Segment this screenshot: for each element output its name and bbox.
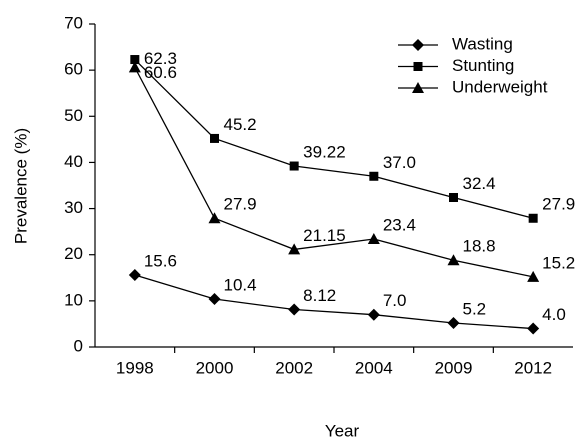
y-tick-label: 40 (64, 152, 83, 171)
data-label: 37.0 (383, 153, 416, 172)
data-label: 27.9 (224, 195, 257, 214)
marker (130, 55, 140, 65)
x-tick-label: 2004 (355, 358, 393, 377)
legend-label: Stunting (452, 56, 514, 75)
marker (528, 213, 538, 223)
marker (447, 317, 460, 330)
data-label: 5.2 (463, 299, 487, 318)
data-label: 7.0 (383, 291, 407, 310)
marker (527, 270, 540, 282)
y-tick-label: 30 (64, 198, 83, 217)
marker (412, 82, 424, 93)
y-tick-label: 60 (64, 60, 83, 79)
series-line (134, 59, 534, 219)
x-tick-label: 2012 (514, 358, 552, 377)
data-label: 4.0 (542, 305, 566, 324)
marker (367, 308, 380, 321)
marker (210, 133, 219, 143)
y-axis-label: Prevalence (%) (11, 128, 30, 244)
y-tick-label: 20 (64, 244, 83, 263)
x-tick-label: 1998 (116, 358, 154, 377)
marker (288, 243, 301, 255)
marker (412, 39, 424, 51)
y-tick-label: 10 (64, 290, 83, 309)
series-line (134, 67, 534, 278)
data-label: 10.4 (224, 275, 257, 294)
data-label: 15.6 (144, 252, 177, 271)
data-label: 18.8 (463, 237, 496, 256)
marker (369, 171, 379, 181)
data-label: 32.4 (463, 174, 496, 193)
marker (413, 62, 423, 71)
marker (208, 293, 221, 306)
data-label: 39.22 (303, 143, 346, 162)
series-line (134, 274, 534, 330)
x-tick-label: 2009 (435, 358, 473, 377)
legend-label: Wasting (452, 34, 513, 53)
x-tick-label: 2002 (275, 358, 313, 377)
x-axis-label: Year (325, 421, 360, 440)
data-label: 60.6 (144, 63, 177, 82)
marker (128, 61, 141, 73)
marker (449, 192, 458, 202)
y-tick-label: 0 (74, 336, 83, 355)
marker (208, 212, 221, 224)
marker (367, 233, 380, 245)
marker (527, 322, 540, 335)
y-tick-label: 70 (64, 13, 83, 32)
marker (447, 254, 460, 266)
y-tick-label: 50 (64, 106, 83, 125)
data-label: 8.12 (303, 286, 336, 305)
data-label: 45.2 (224, 115, 257, 134)
marker (288, 303, 301, 316)
data-label: 62.3 (144, 49, 177, 68)
marker (289, 161, 299, 171)
legend-label: Underweight (452, 77, 548, 96)
x-tick-label: 2000 (196, 358, 234, 377)
data-label: 23.4 (383, 216, 416, 235)
data-label: 21.15 (303, 226, 346, 245)
data-label: 15.2 (542, 253, 575, 272)
marker (128, 269, 141, 282)
data-label: 27.9 (542, 195, 575, 214)
